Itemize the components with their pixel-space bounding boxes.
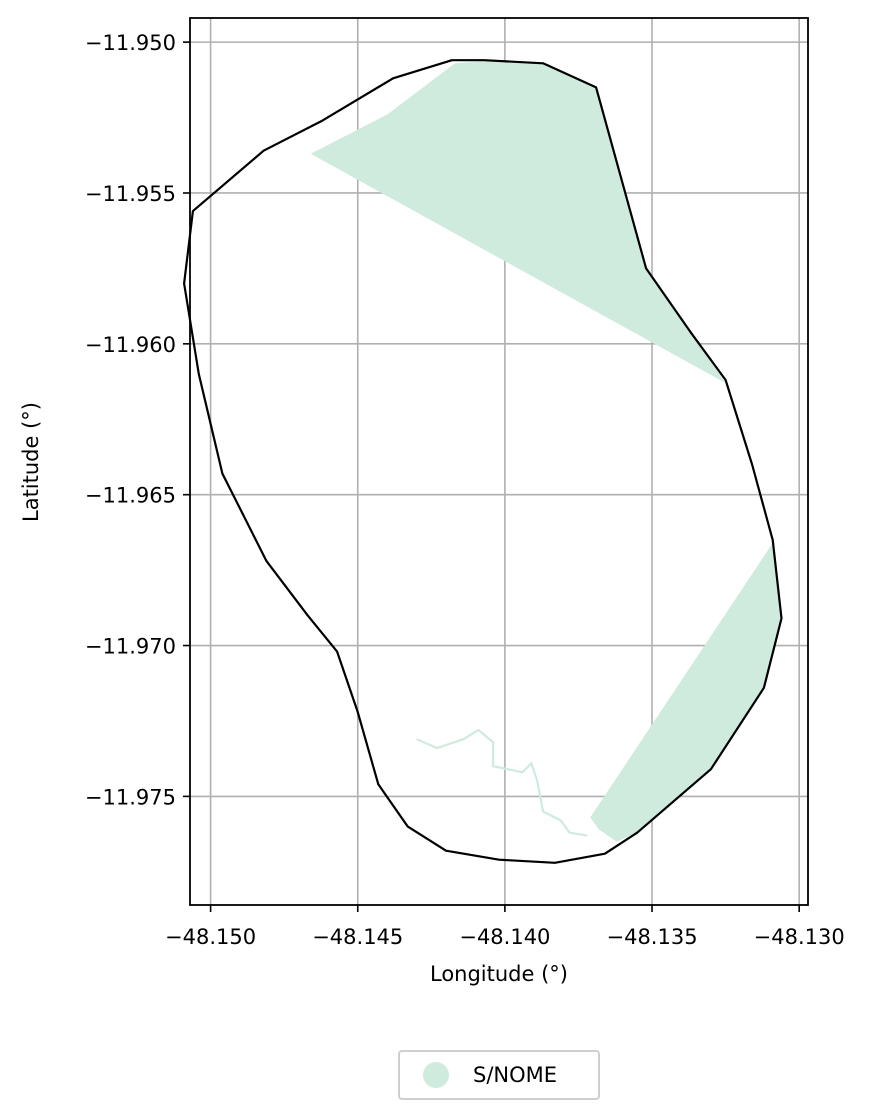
y-tick-label-5: −11.975: [85, 785, 176, 809]
snome-fill-regions: [310, 60, 782, 842]
snome-region-0: [310, 60, 726, 384]
boundary-outline: [183, 59, 783, 864]
x-tick-label-1: −48.145: [312, 925, 403, 949]
y-tick-label-0: −11.950: [85, 31, 176, 55]
x-tick-label-2: −48.140: [459, 925, 550, 949]
y-tick-label-4: −11.970: [85, 635, 176, 659]
axis-ticks: −48.150 −48.145 −48.140 −48.135 −48.130 −11.9…: [85, 31, 845, 949]
plot-frame: [189, 17, 809, 906]
x-tick-label-3: −48.135: [606, 925, 697, 949]
y-tick-label-2: −11.960: [85, 333, 176, 357]
x-axis-title: Longitude (°): [430, 962, 568, 986]
x-tick-label-0: −48.150: [165, 925, 256, 949]
y-axis-title: Latitude (°): [19, 402, 43, 522]
y-tick-label-1: −11.955: [85, 182, 176, 206]
snome-region-1: [590, 543, 782, 842]
x-tick-label-4: −48.130: [754, 925, 845, 949]
y-tick-label-3: −11.965: [85, 484, 176, 508]
legend-swatch-snome: [423, 1062, 449, 1088]
stream-line: [416, 728, 588, 837]
legend-label-snome: S/NOME: [473, 1063, 558, 1087]
legend: S/NOME: [398, 1050, 600, 1100]
